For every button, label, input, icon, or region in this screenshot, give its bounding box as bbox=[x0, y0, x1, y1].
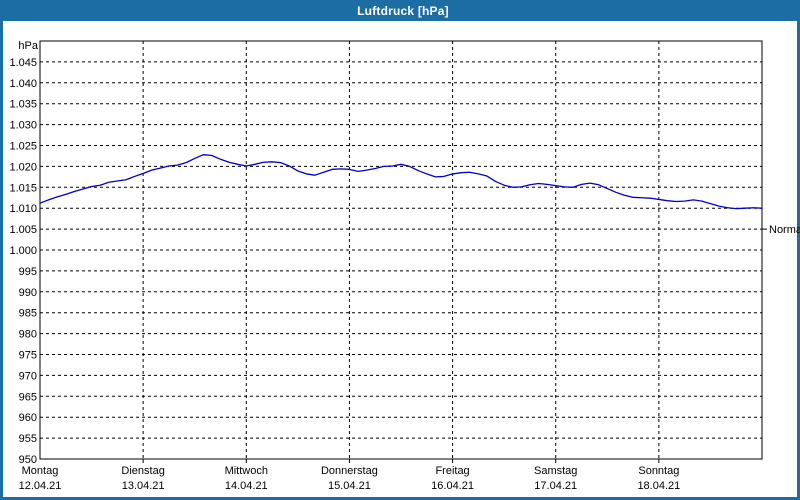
title-bar: Luftdruck [hPa] bbox=[3, 0, 800, 21]
window-title: Luftdruck [hPa] bbox=[357, 3, 449, 18]
